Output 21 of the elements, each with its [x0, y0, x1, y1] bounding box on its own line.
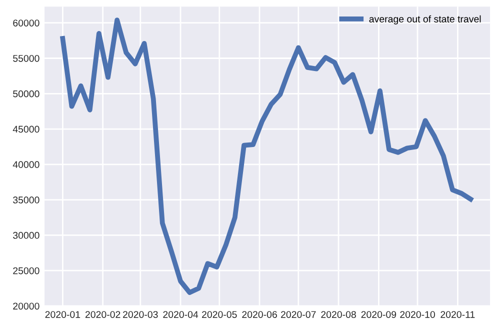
x-tick-label: 2020-07 [281, 311, 316, 318]
y-tick-label: 35000 [13, 196, 40, 204]
y-tick-label: 50000 [13, 90, 40, 98]
x-tick-label: 2020-09 [361, 311, 396, 318]
y-tick-label: 45000 [12, 126, 40, 133]
x-tick-label: 2020-10 [400, 311, 435, 318]
y-tick-label: 40000 [12, 161, 40, 168]
y-tick-label: 55000 [13, 54, 40, 62]
legend-label: average out of state travel [369, 15, 481, 24]
y-tick-label: 30000 [13, 232, 40, 239]
y-tick-label: 25000 [13, 267, 40, 274]
x-tick-label: 2020-02 [85, 311, 120, 318]
x-tick-label: 2020-03 [123, 311, 158, 318]
y-tick-label: 20000 [13, 302, 40, 310]
x-tick-label: 2020-08 [321, 311, 356, 318]
x-tick-label: 2020-05 [202, 311, 237, 318]
x-tick-label: 2020-01 [45, 311, 80, 318]
y-tick-label: 60000 [13, 20, 40, 26]
x-tick-label: 2020-04 [163, 311, 198, 318]
x-tick-label: 2020-11 [440, 311, 475, 318]
x-tick-label: 2020-06 [242, 311, 277, 318]
